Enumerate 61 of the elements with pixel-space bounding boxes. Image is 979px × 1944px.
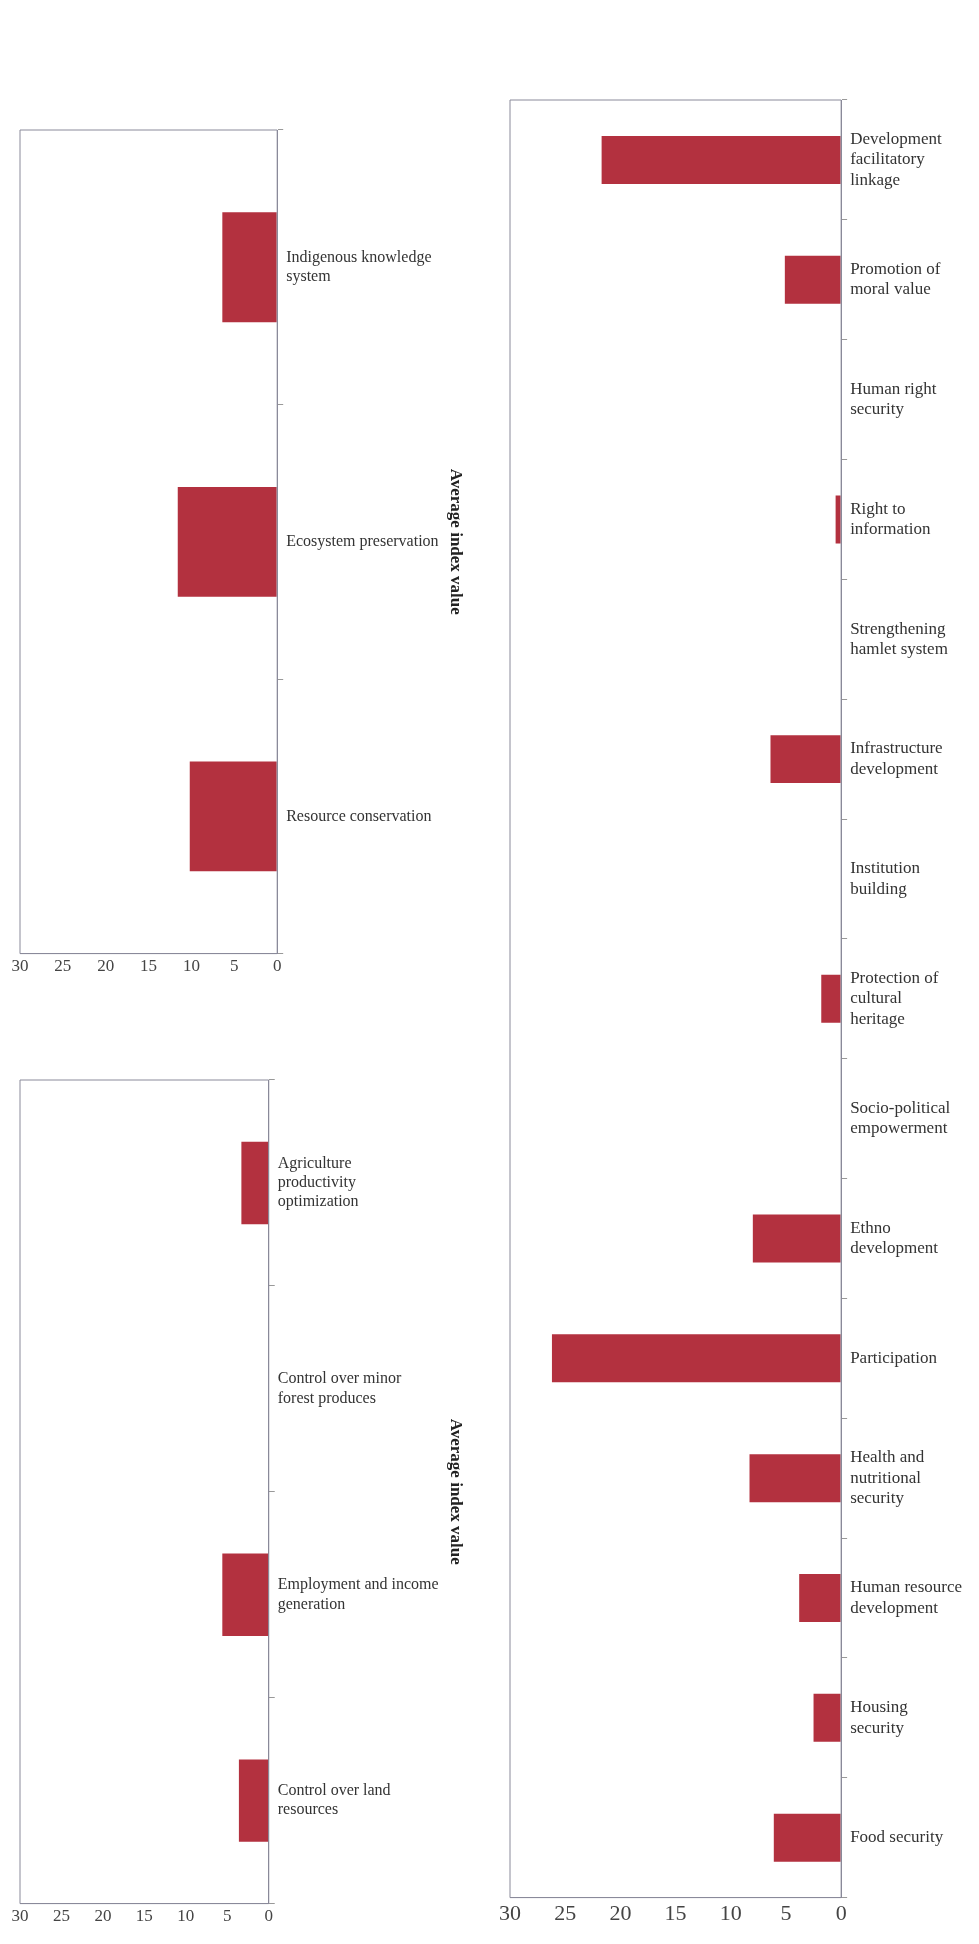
x-tick-label: 15 [140, 956, 158, 976]
x-tick-label: 10 [182, 956, 200, 976]
x-tick-label: 5 [230, 956, 239, 976]
y-tick-label: Ecosystem preservation [286, 532, 439, 550]
bar [222, 1553, 269, 1636]
y-tick-label: Human resource development [850, 1577, 963, 1617]
bar [749, 1454, 841, 1503]
x-tick-label: 25 [554, 1899, 577, 1925]
bar [784, 255, 841, 304]
bar [799, 1574, 841, 1622]
y-tick-label: Resource conservation [286, 806, 432, 824]
x-tick-label: 30 [499, 1899, 521, 1925]
y-tick-label: Food security [850, 1827, 944, 1847]
x-tick-label: 25 [54, 956, 72, 976]
x-tick-label: 0 [272, 956, 282, 976]
x-tick-label: 20 [94, 1906, 112, 1926]
y-tick-label: Control over land resources [277, 1781, 391, 1818]
bar [770, 735, 841, 784]
bar [189, 761, 277, 872]
bar [222, 212, 277, 323]
x-tick-label: 5 [780, 1899, 792, 1925]
bar [551, 1334, 841, 1383]
y-tick-label: Control over minor forest produces [277, 1369, 402, 1407]
x-tick-label: 5 [223, 1906, 232, 1926]
y-axis-title: Average index value [447, 468, 467, 616]
bar [821, 974, 841, 1023]
x-tick-label: 15 [135, 1906, 153, 1926]
bar [773, 1813, 841, 1862]
y-tick-label: Housing security [850, 1697, 909, 1737]
y-tick-label: Promotion of moral value [850, 259, 941, 299]
y-tick-label: Ethno development [850, 1217, 939, 1258]
x-tick-label: 30 [11, 1906, 29, 1926]
x-tick-label: 15 [664, 1899, 687, 1925]
x-tick-label: 10 [719, 1899, 742, 1925]
y-axis-title: Average index value [447, 1418, 467, 1566]
x-tick-label: 20 [97, 956, 115, 976]
bar [752, 1214, 841, 1263]
y-tick-label: Health and nutritional security [850, 1447, 925, 1508]
x-tick-label: 30 [11, 956, 29, 976]
x-tick-label: 0 [264, 1906, 273, 1926]
y-tick-label: Employment and income generation [277, 1575, 439, 1613]
y-tick-label: Indigenous knowledge system [286, 247, 432, 286]
bar [601, 135, 841, 184]
x-tick-label: 25 [52, 1906, 70, 1926]
bar [241, 1141, 269, 1225]
y-tick-label: Socio-political empowerment [850, 1097, 951, 1138]
bar [177, 486, 277, 597]
x-tick-label: 0 [835, 1899, 847, 1925]
y-tick-label: Infrastructure development [850, 738, 943, 778]
bar [813, 1693, 841, 1742]
y-tick-label: Development facilitatory linkage [850, 128, 942, 189]
y-tick-label: Protection of cultural heritage [850, 967, 939, 1028]
x-tick-label: 10 [177, 1906, 195, 1926]
y-tick-label: Strengthening hamlet system [850, 618, 948, 658]
x-tick-label: 20 [609, 1899, 632, 1925]
y-tick-label: Right to information [850, 498, 931, 539]
y-tick-label: Institution building [850, 858, 921, 898]
y-tick-label: Participation [850, 1347, 938, 1367]
y-tick-label: Human right security [850, 378, 937, 419]
bar [238, 1759, 269, 1842]
y-tick-label: Agriculture productivity optimization [277, 1153, 359, 1211]
